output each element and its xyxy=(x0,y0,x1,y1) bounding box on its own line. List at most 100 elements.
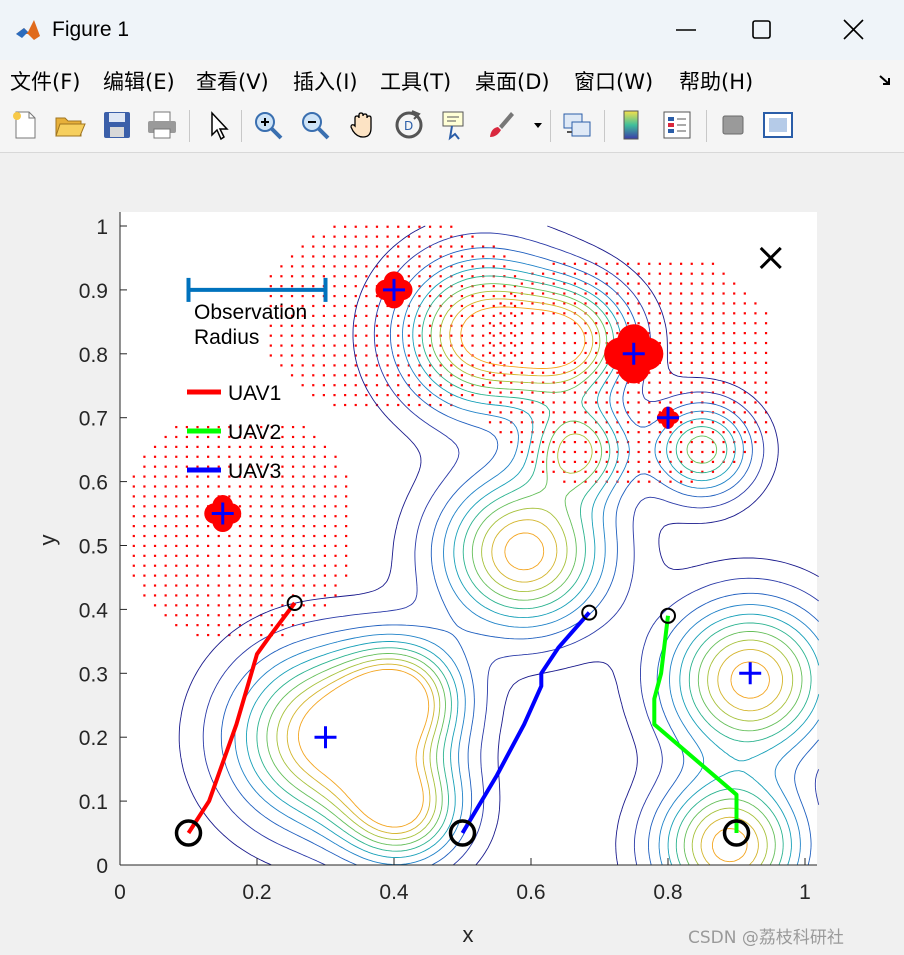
observed-point xyxy=(238,584,242,587)
observed-point xyxy=(701,322,704,325)
observed-point xyxy=(302,614,305,617)
observed-point xyxy=(249,584,252,587)
observed-point xyxy=(238,564,242,567)
link-plot-icon[interactable] xyxy=(560,108,594,142)
menu-tools[interactable]: 工具(T) xyxy=(380,70,452,94)
menu-edit[interactable]: 编辑(E) xyxy=(103,70,175,94)
observed-point xyxy=(365,384,368,387)
observed-point xyxy=(291,614,295,617)
observed-point xyxy=(680,431,683,434)
menu-view[interactable]: 查看(V) xyxy=(196,70,269,94)
observed-point xyxy=(460,304,464,308)
observed-point xyxy=(471,384,474,387)
observed-point xyxy=(322,374,325,377)
print-icon[interactable] xyxy=(145,108,179,142)
observed-point xyxy=(291,574,295,577)
title-bar[interactable]: Figure 1 xyxy=(0,0,904,60)
brush-icon[interactable] xyxy=(485,108,519,142)
legend: UAV1 UAV2 UAV3 xyxy=(187,382,281,483)
observed-point xyxy=(520,391,523,394)
observed-point xyxy=(499,312,502,315)
observed-point xyxy=(690,332,693,335)
save-icon[interactable] xyxy=(100,108,134,142)
observed-point xyxy=(164,564,167,567)
observed-point xyxy=(764,411,768,414)
observed-point xyxy=(450,314,453,317)
pointer-icon[interactable] xyxy=(201,108,235,142)
menu-window[interactable]: 窗口(W) xyxy=(574,70,654,94)
observed-point xyxy=(407,245,410,248)
minimize-icon[interactable] xyxy=(663,10,709,50)
observed-point xyxy=(733,450,736,454)
rotate-3d-icon[interactable]: D xyxy=(392,108,426,142)
observed-point xyxy=(397,235,400,238)
maximize-icon[interactable] xyxy=(739,10,785,50)
observed-point xyxy=(658,440,661,444)
chevron-down-icon[interactable] xyxy=(533,122,543,130)
observed-point xyxy=(407,235,410,238)
observed-point xyxy=(605,312,608,315)
new-figure-icon[interactable] xyxy=(8,108,42,142)
observed-point xyxy=(648,421,651,424)
hide-plot-tools-icon[interactable] xyxy=(716,108,750,142)
menu-file[interactable]: 文件(F) xyxy=(10,70,81,94)
observed-point xyxy=(513,275,517,278)
observed-point xyxy=(520,312,523,315)
show-plot-tools-icon[interactable] xyxy=(761,108,795,142)
observed-point xyxy=(175,584,178,587)
observed-point xyxy=(238,614,242,617)
observed-point xyxy=(344,354,347,357)
observed-point xyxy=(312,285,315,288)
observed-point xyxy=(207,633,210,637)
observed-point xyxy=(238,465,242,468)
observed-point xyxy=(302,445,305,448)
observed-point xyxy=(418,334,421,337)
target-plus-marker xyxy=(657,406,679,429)
observed-point xyxy=(541,371,545,374)
observed-point xyxy=(196,495,199,498)
close-icon[interactable] xyxy=(830,10,876,50)
zoom-in-icon[interactable] xyxy=(251,108,285,142)
observed-point xyxy=(460,245,464,248)
observed-point xyxy=(322,255,325,258)
observed-point xyxy=(185,544,188,548)
uav-start-marker xyxy=(448,819,477,847)
observed-point xyxy=(185,604,188,607)
observed-point xyxy=(460,275,464,278)
observed-point xyxy=(648,440,651,444)
observed-point xyxy=(428,324,432,327)
observed-point xyxy=(701,411,704,414)
dock-arrow-icon[interactable] xyxy=(877,72,893,88)
pan-icon[interactable] xyxy=(346,108,380,142)
data-cursor-icon[interactable] xyxy=(438,108,472,142)
observed-point xyxy=(313,584,316,587)
observed-point xyxy=(439,384,442,387)
observed-point xyxy=(334,455,337,458)
contour-line xyxy=(256,275,812,866)
observed-point xyxy=(217,574,220,577)
zoom-out-icon[interactable] xyxy=(298,108,332,142)
observed-point xyxy=(217,633,220,637)
observed-point xyxy=(281,574,284,577)
menu-desktop[interactable]: 桌面(D) xyxy=(475,70,550,94)
axes-plot[interactable]: 0 0.2 0.4 0.6 0.8 1 0 0.1 0.2 0.3 0.4 0.5 0.6 0.7 0.8 0… xyxy=(0,153,904,955)
observed-point xyxy=(637,401,640,404)
observed-point xyxy=(680,480,683,483)
observed-point xyxy=(333,235,336,238)
legend-icon[interactable] xyxy=(660,108,694,142)
colorbar-icon[interactable] xyxy=(614,108,648,142)
observed-point xyxy=(510,411,513,414)
observed-point xyxy=(291,515,295,518)
open-file-icon[interactable] xyxy=(53,108,87,142)
observed-point xyxy=(616,272,619,275)
observed-point xyxy=(185,495,188,498)
observed-point xyxy=(386,394,389,397)
observed-point xyxy=(605,292,608,295)
observed-point xyxy=(743,292,746,295)
target-marker-layer xyxy=(211,246,782,749)
observed-point xyxy=(510,332,513,335)
observed-point xyxy=(418,314,421,317)
observed-point xyxy=(375,334,379,337)
menu-help[interactable]: 帮助(H) xyxy=(679,70,754,94)
menu-insert[interactable]: 插入(I) xyxy=(293,70,358,94)
